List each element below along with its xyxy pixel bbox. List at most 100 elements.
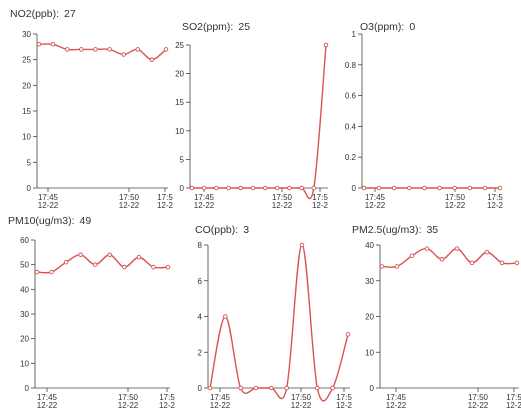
x-tick-label: 17:45 [37, 393, 58, 402]
y-tick-label: 0.8 [345, 61, 357, 70]
y-tick-label: 0 [198, 384, 203, 393]
x-tick-label: 12-22 [272, 201, 293, 210]
data-point [262, 185, 268, 191]
data-point [253, 385, 259, 391]
data-point [484, 249, 490, 255]
data-point [107, 252, 113, 258]
data-point [394, 264, 400, 269]
data-point [238, 385, 243, 391]
data-point [345, 332, 351, 337]
x-tick-label: 12-2 [159, 401, 176, 408]
y-tick-label: 6 [198, 277, 203, 286]
x-tick-label: 17:50 [445, 193, 466, 202]
x-tick-label: 17:50 [468, 393, 489, 402]
x-tick-label: 12-22 [291, 401, 312, 408]
data-point [136, 255, 142, 260]
data-point [422, 185, 427, 191]
y-tick-label: 0.2 [345, 153, 357, 162]
data-point [315, 385, 320, 391]
data-point [79, 47, 84, 52]
y-tick-label: 5 [27, 158, 32, 167]
data-point [299, 242, 305, 248]
data-point [78, 252, 83, 258]
data-point [499, 260, 505, 266]
x-tick-label: 12-22 [210, 401, 231, 408]
data-point [323, 42, 329, 48]
series-line [36, 254, 169, 274]
y-tick-label: 20 [365, 313, 374, 322]
y-tick-label: 0.4 [345, 122, 357, 131]
data-point [49, 269, 54, 275]
x-tick-label: 17:45 [38, 193, 59, 202]
x-tick-label: 17:45 [210, 393, 231, 402]
y-tick-label: 30 [22, 30, 31, 39]
data-point [287, 185, 292, 191]
x-tick-label: 12-22 [468, 401, 489, 408]
x-tick-label: 17:50 [119, 193, 140, 202]
x-tick-label: 12-22 [119, 201, 140, 210]
data-point [275, 185, 280, 191]
y-tick-label: 0 [180, 184, 185, 193]
chart-current-value: 35 [426, 224, 438, 236]
x-tick-label: 12-22 [194, 201, 215, 210]
data-point [92, 262, 98, 267]
y-tick-label: 15 [175, 98, 184, 107]
y-tick-label: 0 [27, 184, 32, 193]
x-tick-label: 17:5 [506, 393, 521, 402]
y-tick-label: 2 [198, 348, 203, 357]
data-point [223, 314, 228, 319]
x-tick-label: 12-22 [118, 401, 139, 408]
data-point [269, 385, 274, 391]
data-point [201, 185, 207, 191]
x-tick-label: 12-22 [445, 201, 466, 210]
y-tick-label: 30 [20, 310, 29, 319]
x-tick-label: 12-22 [37, 401, 58, 408]
chart-title: O3(ppm): [360, 21, 404, 33]
data-point [63, 259, 69, 265]
chart-panel: CO(ppb): 30246817:4512-2217:5012-2217:512… [195, 224, 353, 408]
series-line [38, 43, 167, 61]
y-tick-label: 0 [352, 184, 357, 193]
data-point [151, 264, 156, 270]
x-tick-label: 17:5 [336, 393, 352, 402]
x-tick-label: 17:45 [194, 193, 215, 202]
y-tick-label: 15 [22, 107, 31, 116]
x-tick-label: 17:45 [365, 193, 386, 202]
x-tick-label: 17:50 [291, 393, 312, 402]
chart-panel: SO2(ppm): 25051015202517:4512-2217:5012-2… [175, 21, 328, 210]
x-tick-label: 12-22 [386, 401, 407, 408]
x-tick-label: 12-2 [506, 401, 521, 408]
chart-title: NO2(ppb): [10, 8, 59, 20]
data-point [36, 42, 42, 47]
data-point [424, 246, 430, 251]
y-tick-label: 0.6 [345, 92, 357, 101]
x-tick-label: 12-2 [312, 201, 329, 210]
data-point [391, 185, 397, 191]
y-tick-label: 1 [352, 30, 357, 39]
data-point [214, 185, 219, 191]
chart-title: CO(ppb): [195, 224, 238, 236]
chart-title: SO2(ppm): [182, 21, 233, 33]
chart-panel: PM2.5(ug/m3): 3501020304017:4512-2217:501… [352, 224, 521, 408]
x-tick-label: 12-22 [365, 201, 386, 210]
data-point [467, 185, 473, 191]
data-point [165, 264, 171, 270]
data-point [437, 185, 442, 191]
y-tick-label: 40 [20, 285, 29, 294]
data-point [226, 185, 231, 191]
y-tick-label: 4 [198, 313, 203, 322]
data-point [149, 57, 155, 62]
x-tick-label: 17:50 [118, 393, 139, 402]
chart-current-value: 0 [409, 21, 415, 33]
y-tick-label: 30 [365, 277, 374, 286]
data-point [452, 185, 457, 191]
x-tick-label: 12-22 [38, 201, 59, 210]
data-point [379, 264, 385, 269]
y-tick-label: 20 [20, 335, 29, 344]
data-point [376, 185, 382, 191]
data-point [407, 185, 412, 191]
y-tick-label: 25 [22, 56, 31, 65]
data-point [482, 185, 488, 191]
data-point [121, 52, 126, 57]
y-tick-label: 8 [198, 241, 203, 250]
